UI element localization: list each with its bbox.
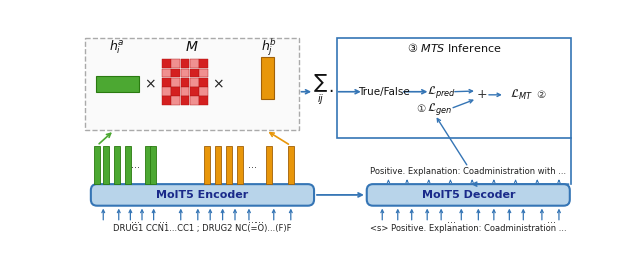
Bar: [145, 146, 151, 184]
Bar: [190, 96, 199, 105]
Text: $h_i^a$: $h_i^a$: [109, 38, 125, 56]
Text: $\sum_{ij}$: $\sum_{ij}$: [313, 73, 328, 107]
Bar: [204, 146, 210, 184]
Text: ...: ...: [159, 215, 168, 225]
Bar: [226, 146, 232, 184]
Text: ③ $\it{MTS}$ Inference: ③ $\it{MTS}$ Inference: [407, 41, 502, 54]
Bar: [190, 87, 199, 96]
Text: ×: ×: [212, 77, 224, 91]
Text: Positive. Explanation: Coadministration with ...: Positive. Explanation: Coadministration …: [370, 167, 566, 176]
Bar: [199, 78, 208, 87]
Bar: [190, 69, 199, 77]
FancyBboxPatch shape: [367, 184, 570, 206]
Text: $h_j^b$: $h_j^b$: [261, 36, 277, 58]
Bar: [199, 59, 208, 68]
Bar: [172, 87, 180, 96]
Text: ...: ...: [255, 215, 264, 225]
Text: ②: ②: [536, 90, 546, 100]
Text: ...: ...: [547, 215, 556, 225]
Bar: [172, 78, 180, 87]
Bar: [190, 78, 199, 87]
Text: ×: ×: [144, 77, 156, 91]
Bar: [180, 87, 189, 96]
Text: ...: ...: [248, 160, 257, 170]
Bar: [172, 96, 180, 105]
Bar: [266, 146, 272, 184]
Bar: [162, 59, 171, 68]
Bar: [94, 146, 100, 184]
Bar: [162, 96, 171, 105]
Bar: [288, 146, 294, 184]
Bar: [162, 69, 171, 77]
Bar: [199, 87, 208, 96]
Text: $\mathcal{L}_{gen}$: $\mathcal{L}_{gen}$: [427, 101, 452, 117]
Bar: [237, 146, 243, 184]
Text: +: +: [476, 88, 487, 101]
Bar: [150, 146, 156, 184]
Bar: [95, 76, 139, 92]
Text: ...: ...: [131, 160, 140, 170]
Bar: [261, 57, 274, 100]
Bar: [190, 59, 199, 68]
Bar: [172, 69, 180, 77]
Text: MolT5 Encoder: MolT5 Encoder: [156, 190, 248, 200]
Text: ...: ...: [131, 215, 140, 225]
Bar: [180, 96, 189, 105]
FancyBboxPatch shape: [337, 38, 572, 138]
FancyBboxPatch shape: [84, 38, 298, 130]
Text: $M$: $M$: [185, 40, 198, 54]
Text: MolT5 Decoder: MolT5 Decoder: [422, 190, 515, 200]
Bar: [172, 59, 180, 68]
FancyBboxPatch shape: [91, 184, 314, 206]
Bar: [180, 78, 189, 87]
Text: ①: ①: [417, 104, 426, 114]
Text: ·: ·: [328, 83, 333, 101]
Bar: [162, 87, 171, 96]
Bar: [215, 146, 221, 184]
Bar: [199, 69, 208, 77]
Text: $\mathcal{L}_{pred}$: $\mathcal{L}_{pred}$: [426, 84, 456, 100]
Bar: [199, 96, 208, 105]
Bar: [114, 146, 120, 184]
Text: <s> Positive. Explanation: Coadministration ...: <s> Positive. Explanation: Coadministrat…: [370, 224, 566, 233]
Text: $\mathcal{L}_{MT}$: $\mathcal{L}_{MT}$: [510, 88, 533, 102]
Text: True/False: True/False: [358, 87, 410, 97]
Bar: [125, 146, 131, 184]
Bar: [180, 59, 189, 68]
Text: ...: ...: [248, 215, 257, 225]
Bar: [180, 69, 189, 77]
Text: DRUG1 CCN1...CC1 ; DRUG2 NC(=O)...(F)F: DRUG1 CCN1...CC1 ; DRUG2 NC(=O)...(F)F: [113, 224, 292, 233]
Text: ...: ...: [447, 215, 456, 225]
Bar: [103, 146, 109, 184]
Bar: [162, 78, 171, 87]
